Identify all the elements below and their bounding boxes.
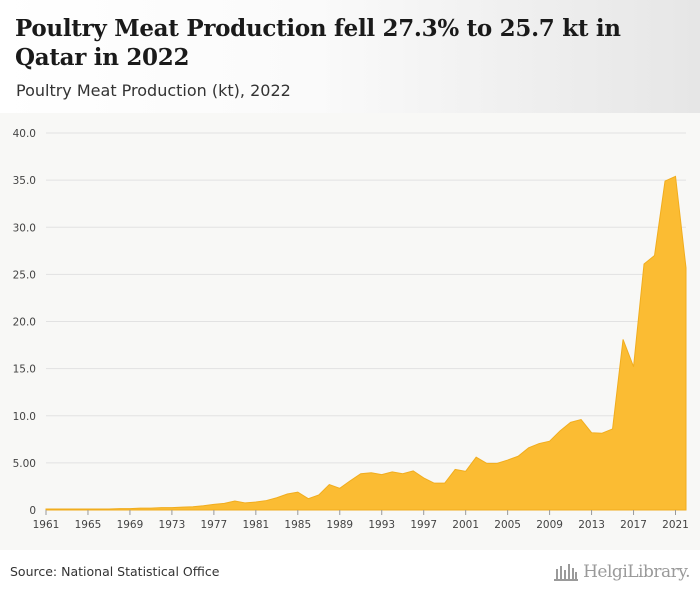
x-tick-label: 2001 xyxy=(452,519,479,531)
x-tick-label: 2021 xyxy=(662,519,689,531)
logo-text: HelgiLibrary. xyxy=(583,562,690,582)
y-tick-label: 0 xyxy=(29,505,36,517)
x-tick-label: 1961 xyxy=(33,519,60,531)
header: Poultry Meat Production fell 27.3% to 25… xyxy=(0,0,700,113)
y-tick-label: 10.0 xyxy=(13,411,36,423)
x-tick-label: 1965 xyxy=(75,519,102,531)
x-tick-label: 2005 xyxy=(494,519,521,531)
y-tick-label: 25.0 xyxy=(13,269,36,281)
x-tick-label: 1993 xyxy=(368,519,395,531)
x-tick-label: 1997 xyxy=(410,519,437,531)
y-tick-label: 15.0 xyxy=(13,364,36,376)
y-tick-label: 40.0 xyxy=(13,128,36,140)
library-building-icon xyxy=(554,564,579,581)
chart-subtitle: Poultry Meat Production (kt), 2022 xyxy=(16,81,291,100)
chart-title: Poultry Meat Production fell 27.3% to 25… xyxy=(15,15,621,71)
x-tick-label: 1969 xyxy=(117,519,144,531)
x-tick-label: 1981 xyxy=(242,519,269,531)
x-tick-label: 1977 xyxy=(201,519,228,531)
source-text: Source: National Statistical Office xyxy=(10,564,220,579)
y-tick-label: 35.0 xyxy=(13,175,36,187)
series-area xyxy=(45,175,687,511)
area-chart: 0 5.00 10.0 15.0 20.0 25.0 30.0 35.0 40.0 1961 196… xyxy=(13,128,689,531)
y-tick-label: 5.00 xyxy=(13,458,36,470)
x-tick-label: 2013 xyxy=(578,519,605,531)
footer: Source: National Statistical Office Helg… xyxy=(0,550,700,596)
helgi-library-logo: HelgiLibrary. xyxy=(553,560,690,584)
x-tick-label: 2017 xyxy=(620,519,647,531)
chart-area: 0 5.00 10.0 15.0 20.0 25.0 30.0 35.0 40.0 1961 196… xyxy=(0,113,700,550)
x-tick-label: 1985 xyxy=(284,519,311,531)
x-tick-label: 1989 xyxy=(326,519,353,531)
x-tick-label: 1973 xyxy=(159,519,186,531)
y-tick-label: 20.0 xyxy=(13,317,36,329)
y-tick-label: 30.0 xyxy=(13,222,36,234)
x-tick-label: 2009 xyxy=(536,519,563,531)
